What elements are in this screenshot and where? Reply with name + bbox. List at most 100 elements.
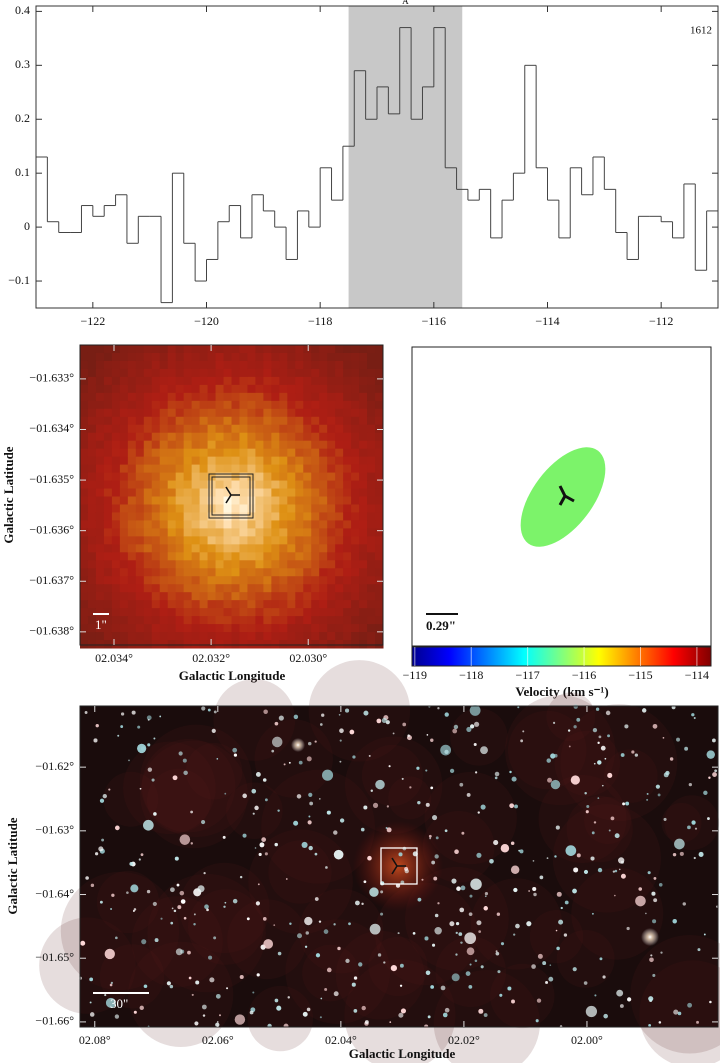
image-pixel: [159, 584, 169, 593]
image-pixel: [239, 552, 248, 561]
image-pixel: [351, 520, 360, 529]
image-pixel: [319, 432, 328, 442]
image-pixel: [255, 624, 264, 633]
image-pixel: [263, 472, 272, 482]
image-pixel: [335, 368, 344, 378]
image-pixel: [255, 536, 264, 545]
star: [392, 732, 395, 735]
image-pixel: [335, 504, 344, 513]
image-pixel: [247, 568, 256, 577]
image-pixel: [95, 576, 105, 585]
image-pixel: [175, 352, 185, 362]
image-frame: [79, 705, 719, 1028]
image-pixel: [175, 584, 185, 593]
image-pixel: [111, 456, 121, 466]
image-pixel: [167, 632, 177, 641]
nebula: [368, 936, 428, 996]
image-pixel: [247, 520, 256, 529]
image-pixel: [87, 624, 97, 633]
image-pixel: [191, 432, 201, 442]
star: [546, 857, 549, 860]
image-pixel: [95, 464, 105, 474]
image-pixel: [111, 488, 121, 497]
image-pixel: [191, 480, 201, 490]
image-pixel: [223, 424, 232, 434]
star: [355, 900, 360, 906]
star: [537, 953, 543, 959]
image-pixel: [239, 560, 248, 569]
star: [507, 986, 512, 991]
image-pixel: [375, 440, 384, 450]
image-pixel: [111, 592, 121, 601]
image-pixel: [327, 544, 336, 553]
image-pixel: [143, 520, 153, 529]
image-pixel: [311, 480, 320, 490]
image-pixel: [239, 640, 248, 649]
nebula: [39, 917, 136, 1014]
star: [635, 895, 646, 907]
nebula: [247, 985, 314, 1052]
image-pixel: [223, 520, 232, 529]
y-tick-label: −01.634°: [29, 421, 74, 435]
image-pixel: [111, 480, 121, 490]
image-pixel: [167, 376, 177, 386]
image-pixel: [327, 408, 336, 418]
image-pixel: [263, 392, 272, 402]
star: [326, 967, 332, 973]
star: [263, 709, 268, 714]
star: [339, 760, 342, 763]
star: [434, 913, 439, 918]
image-pixel: [103, 536, 113, 545]
star: [315, 953, 321, 958]
image-pixel: [271, 544, 280, 553]
image-pixel: [351, 496, 360, 505]
image-pixel: [183, 552, 193, 561]
image-pixel: [343, 384, 352, 394]
image-pixel: [343, 368, 352, 378]
image-pixel: [255, 352, 264, 362]
image-pixel: [151, 576, 161, 585]
image-pixel: [327, 624, 336, 633]
image-pixel: [311, 584, 320, 593]
image-pixel: [223, 624, 232, 633]
nebula: [261, 769, 375, 884]
star: [120, 712, 125, 716]
image-pixel: [231, 568, 240, 577]
image-pixel: [151, 432, 161, 442]
star: [426, 734, 429, 736]
star: [478, 930, 482, 934]
image-pixel: [87, 536, 97, 545]
image-pixel: [335, 520, 344, 529]
star: [170, 887, 175, 893]
star: [646, 792, 649, 795]
star: [647, 871, 651, 875]
image-pixel: [183, 528, 193, 537]
image-pixel: [215, 432, 225, 442]
image-pixel: [367, 392, 376, 402]
image-pixel: [343, 376, 352, 386]
image-pixel: [199, 440, 209, 450]
image-pixel: [151, 448, 161, 458]
star: [425, 802, 430, 807]
image-pixel: [279, 384, 288, 394]
star: [673, 1009, 679, 1015]
image-pixel: [343, 584, 352, 593]
star: [624, 724, 629, 729]
star: [153, 812, 157, 816]
image-pixel: [151, 552, 161, 561]
image-pixel: [127, 464, 137, 474]
image-pixel: [223, 640, 232, 649]
x-tick-label: 02.034°: [95, 651, 133, 665]
image-pixel: [111, 360, 121, 370]
image-pixel: [375, 416, 384, 426]
image-pixel: [343, 512, 352, 521]
star: [428, 834, 432, 838]
image-pixel: [335, 608, 344, 617]
image-pixel: [367, 384, 376, 394]
image-pixel: [271, 512, 280, 521]
image-pixel: [191, 528, 201, 537]
nebula: [141, 738, 236, 833]
image-pixel: [119, 480, 129, 490]
image-pixel: [351, 352, 360, 362]
image-pixel: [80, 408, 89, 418]
